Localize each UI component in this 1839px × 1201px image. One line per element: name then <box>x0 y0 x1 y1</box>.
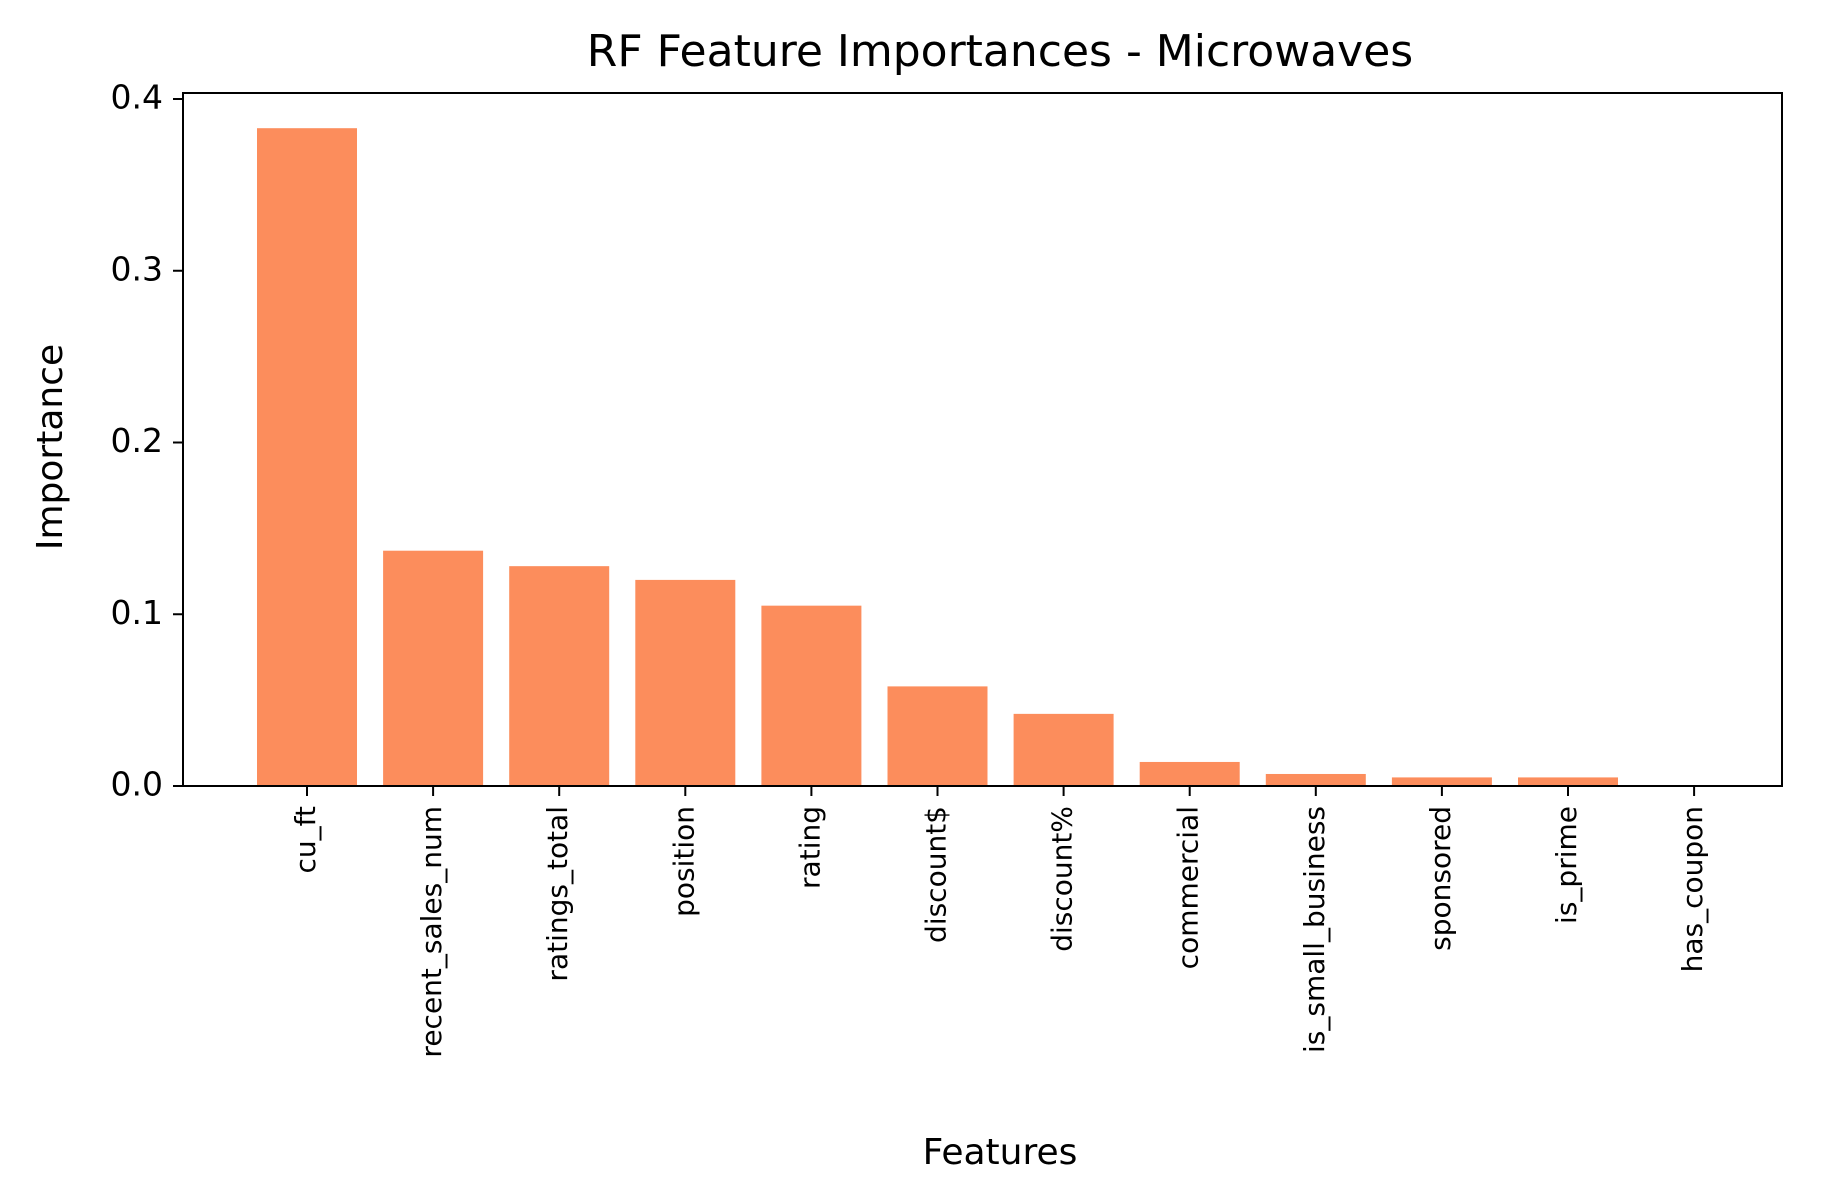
x-tick-label: commercial <box>1172 806 1205 969</box>
y-axis: 0.0 0.1 0.2 0.3 0.4 <box>111 78 183 804</box>
chart-title: RF Feature Importances - Microwaves <box>587 26 1413 77</box>
bar-sponsored <box>1391 777 1492 786</box>
y-tick-label: 0.0 <box>111 765 163 804</box>
bar-cu_ft <box>257 128 357 786</box>
x-tick-label: rating <box>793 806 826 889</box>
bar-recent_sales_num <box>383 550 484 786</box>
x-tick-label: recent_sales_num <box>415 806 448 1058</box>
bar-is_prime <box>1518 777 1618 786</box>
x-axis: cu_ft recent_sales_num ratings_total positi… <box>289 786 1709 1058</box>
bar-rating <box>761 605 862 786</box>
y-tick-label: 0.1 <box>111 593 163 632</box>
bar-is_small_business <box>1265 773 1366 786</box>
y-tick-label: 0.4 <box>111 78 163 117</box>
bar-discount$ <box>887 686 988 786</box>
plot-frame <box>182 92 1783 787</box>
x-tick-label: discount% <box>1046 806 1079 952</box>
bar-ratings_total <box>509 566 610 786</box>
x-tick-label: ratings_total <box>541 806 574 982</box>
bar-commercial <box>1139 761 1240 786</box>
y-tick-label: 0.2 <box>111 421 163 460</box>
bar-discount% <box>1013 713 1114 786</box>
x-tick-label: is_small_business <box>1298 806 1331 1053</box>
x-tick-label: position <box>667 806 700 917</box>
bar-position <box>635 579 736 786</box>
x-tick-label: cu_ft <box>289 806 322 874</box>
x-tick-label: discount$ <box>920 806 953 943</box>
x-tick-label: sponsored <box>1424 806 1457 951</box>
y-tick-label: 0.3 <box>111 249 163 288</box>
x-axis-label: Features <box>923 1132 1078 1173</box>
x-tick-label: is_prime <box>1550 806 1583 924</box>
bars-group <box>257 128 1618 786</box>
x-tick-label: has_coupon <box>1676 806 1709 972</box>
y-axis-label: Importance <box>30 344 71 550</box>
